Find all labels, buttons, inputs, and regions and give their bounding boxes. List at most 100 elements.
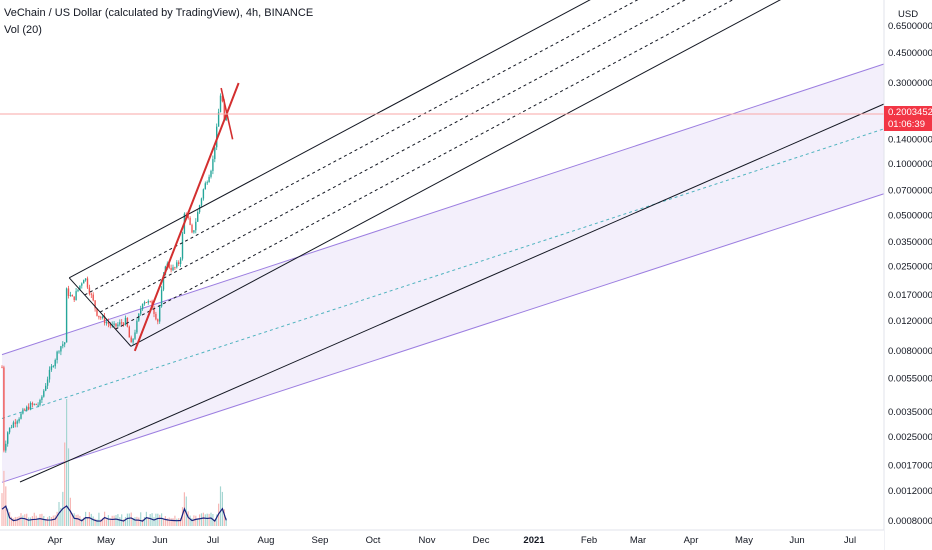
volume-bar (35, 515, 37, 526)
volume-indicator-label: Vol (20) (4, 24, 42, 36)
volume-bar (170, 518, 172, 526)
candle-body (48, 369, 51, 380)
candle-body (96, 308, 98, 316)
volume-bar (210, 512, 212, 526)
volume-bar (195, 515, 197, 526)
candle-body (100, 317, 102, 319)
volume-bar (185, 496, 187, 526)
volume-bar (90, 513, 92, 526)
volume-bar (50, 517, 52, 526)
time-tick-label: Jun (789, 535, 804, 546)
volume-bar (216, 514, 218, 526)
candle-body (109, 323, 111, 326)
volume-bar (134, 517, 136, 526)
volume-bar (206, 513, 208, 526)
purple-channel (1, 63, 885, 483)
volume-bar (16, 516, 18, 526)
volume-bar (12, 518, 14, 526)
volume-bar (98, 512, 100, 526)
volume-bar (204, 514, 206, 526)
time-tick-label: Apr (684, 535, 699, 546)
volume-bar (223, 509, 225, 526)
time-tick-label: Feb (581, 535, 597, 546)
candle-body (31, 403, 34, 405)
volume-bar (41, 513, 43, 526)
candle-body (73, 296, 75, 301)
candle-body (121, 322, 123, 324)
pitchfork-median-dashed (99, 0, 686, 313)
candle-body (162, 274, 165, 290)
volume-bar (166, 518, 168, 526)
time-axis[interactable]: Apr May Jun Jul Aug Sep Oct Nov Dec 2021 Feb Mar Apr… (0, 529, 884, 550)
pitchfork-lower-median-line (19, 103, 885, 483)
time-tick-label: Dec (473, 535, 490, 546)
time-tick-label: Nov (419, 535, 436, 546)
volume-bar (147, 517, 149, 526)
candle-body (88, 287, 91, 294)
candle-body (117, 324, 119, 327)
volume-bar (22, 515, 24, 526)
candle-body (1, 367, 3, 369)
volume-bar (126, 513, 128, 526)
channel-lower-line (1, 193, 885, 483)
bar-countdown: 01:06:39 (888, 119, 925, 130)
time-tick-label: Jul (207, 535, 219, 546)
candle-body (16, 421, 18, 424)
volume-bar (47, 517, 49, 526)
price-axis[interactable]: 0.650000000.450000000.300000000.20000000… (883, 0, 932, 550)
candle-body (130, 337, 132, 343)
last-price-value: 0.20034525 (888, 107, 932, 118)
volume-bar (28, 517, 30, 526)
candle-body (98, 315, 100, 318)
candle-body (176, 262, 178, 268)
candle-body (18, 418, 20, 422)
volume-bar (123, 519, 125, 526)
volume-bar (39, 514, 41, 526)
time-tick-label: May (735, 535, 753, 546)
candle-body (94, 300, 96, 309)
candle-body (223, 101, 225, 121)
candle-body (136, 320, 138, 333)
candle-body (105, 322, 108, 324)
red-trendline (133, 82, 240, 352)
volume-bar (37, 517, 39, 526)
time-tick-label: 2021 (523, 535, 545, 546)
candle-body (214, 147, 216, 160)
volume-bar (178, 518, 180, 526)
volume-bar (138, 517, 140, 526)
candle-body (147, 301, 149, 303)
candle-body (126, 317, 129, 327)
volume-bar (48, 515, 51, 526)
volume-bar (9, 512, 11, 526)
candle-body (83, 280, 85, 284)
candle-body (71, 295, 73, 297)
drawings (19, 0, 885, 483)
candle-body (124, 317, 127, 326)
candle-body (195, 221, 197, 231)
candle-body (153, 308, 155, 314)
candle-body (221, 95, 224, 102)
volume-bar (20, 513, 22, 526)
pitchfork-three-quarter-dashed (115, 0, 734, 330)
volume-bar (81, 518, 83, 526)
volume-bar (94, 518, 96, 526)
candle-body (7, 432, 9, 444)
candle-body (14, 422, 16, 424)
volume-bar (7, 508, 9, 526)
candle-body (132, 338, 134, 343)
candle-body (81, 283, 83, 286)
candle-body (217, 112, 220, 127)
volume-bar (197, 518, 199, 526)
candle-body (212, 159, 214, 171)
candle-body (26, 406, 28, 411)
